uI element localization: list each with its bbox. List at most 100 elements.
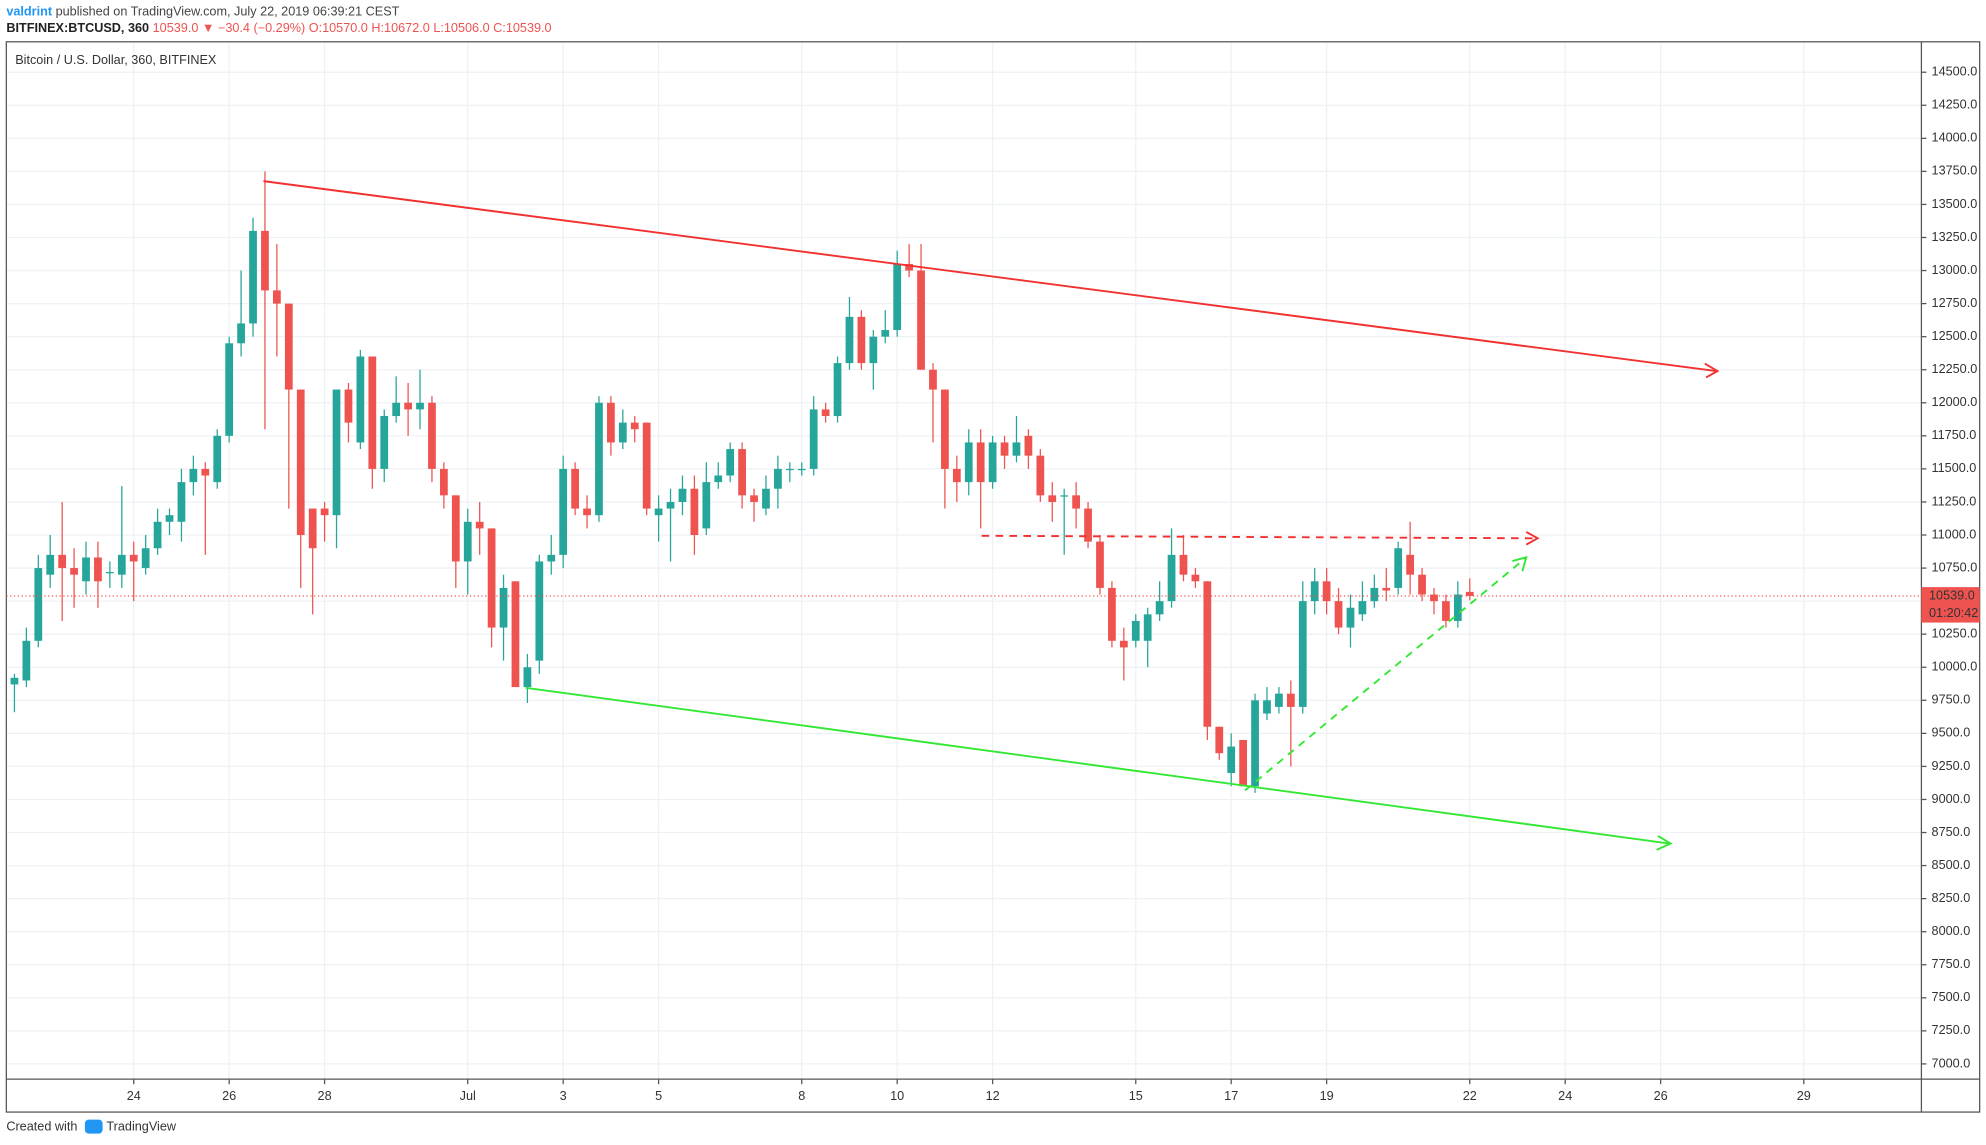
y-tick-label: 12500.0 [1932, 329, 1978, 343]
candle-body [153, 521, 162, 549]
candle-body [1382, 587, 1391, 591]
y-tick-label: 13250.0 [1932, 230, 1978, 244]
candle-body [1072, 495, 1080, 509]
x-tick-label: 24 [127, 1089, 141, 1103]
candle-body [249, 230, 257, 324]
candle-body [666, 501, 675, 509]
candle-body [22, 640, 31, 681]
candle-body [917, 270, 925, 370]
candle-body [1322, 581, 1331, 602]
candle-body [547, 554, 556, 562]
logo-icon [84, 1119, 103, 1134]
candle-body [571, 468, 579, 509]
candle-body [237, 323, 245, 344]
candle-body [1310, 581, 1319, 602]
candle-body [1394, 548, 1403, 588]
candle-body [82, 557, 90, 582]
candle-body [905, 263, 913, 271]
x-tick-label: 26 [1654, 1089, 1668, 1103]
y-tick-label: 8250.0 [1932, 891, 1971, 905]
candle-body [702, 482, 711, 529]
candle-body [1108, 587, 1116, 641]
candle-body [988, 442, 997, 483]
candle-body [583, 508, 591, 516]
chart-title: Bitcoin / U.S. Dollar, 360, BITFINEX [15, 53, 217, 67]
change: ▼ −30.4 (−0.29%) [202, 21, 305, 35]
y-tick-label: 8750.0 [1932, 825, 1971, 839]
y-tick-label: 7000.0 [1932, 1056, 1971, 1070]
ohlc: L:10506.0 [433, 21, 489, 35]
y-tick-label: 14000.0 [1932, 131, 1978, 145]
candle-body [1227, 746, 1236, 774]
candle-body [774, 468, 782, 489]
candle-body [1346, 607, 1355, 628]
candle-body [976, 442, 985, 483]
candle-body [750, 495, 758, 502]
candle-body [1251, 700, 1259, 787]
y-tick-label: 12000.0 [1932, 395, 1978, 409]
x-tick-label: 19 [1320, 1089, 1334, 1103]
y-tick-label: 11000.0 [1932, 527, 1977, 541]
candle-body [1465, 591, 1474, 596]
candle-body [368, 356, 377, 469]
arrow-head [1525, 531, 1540, 546]
y-tick-label: 9500.0 [1932, 726, 1971, 740]
footer-brand: TradingView [106, 1120, 177, 1134]
y-tick-label: 10000.0 [1932, 660, 1978, 674]
symbol: BITFINEX:BTCUSD, 360 [6, 21, 149, 35]
candle-body [1275, 693, 1283, 707]
candle-body [499, 587, 508, 628]
candle-body [964, 442, 973, 483]
support-line [525, 686, 1670, 845]
candle-body [94, 557, 102, 582]
x-tick-label: 8 [798, 1089, 805, 1103]
candle-body [1167, 554, 1176, 602]
candle-body [261, 230, 269, 291]
y-tick-label: 9000.0 [1932, 792, 1971, 806]
x-tick-label: 15 [1129, 1089, 1143, 1103]
candle-body [738, 449, 746, 496]
arrow-head [1704, 362, 1720, 379]
y-tick-label: 7750.0 [1932, 957, 1971, 971]
candle-body [392, 402, 401, 417]
x-tick-label: 17 [1224, 1089, 1238, 1103]
candle-body [833, 363, 842, 417]
candle-body [1430, 594, 1438, 602]
candle-body [129, 554, 138, 562]
candle-body [607, 402, 615, 443]
candle-body [344, 389, 353, 423]
y-tick-label: 8500.0 [1932, 858, 1971, 872]
frame [5, 41, 1981, 1113]
y-tick-label: 7250.0 [1932, 1023, 1971, 1037]
candle-body [1406, 554, 1415, 575]
y-tick-label: 9750.0 [1932, 693, 1971, 707]
candle-body [404, 402, 412, 410]
author: valdrint [6, 5, 52, 19]
published: published on TradingView.com, July 22, 2… [56, 5, 400, 19]
candle-body [952, 468, 961, 483]
candle-body [428, 402, 436, 469]
symbol-line: BITFINEX:BTCUSD, 360 10539.0 ▼ −30.4 (−0… [6, 21, 551, 35]
x-tick-label: 22 [1463, 1089, 1477, 1103]
candle-body [1263, 700, 1271, 714]
candle-body [559, 468, 568, 555]
drawings [263, 180, 1720, 851]
y-tick-label: 11750.0 [1932, 428, 1977, 442]
candle-body [809, 409, 818, 469]
x-tick-label: 29 [1797, 1089, 1811, 1103]
y-tick-label: 13000.0 [1932, 263, 1978, 277]
candle-body [1191, 574, 1200, 582]
candle-body [1060, 495, 1069, 497]
candle-body [1215, 726, 1224, 754]
candle-body [273, 290, 281, 304]
y-tick-label: 14500.0 [1932, 65, 1978, 79]
candle-body [463, 521, 472, 562]
y-tick-label: 8000.0 [1932, 924, 1971, 938]
candle-body [177, 482, 186, 522]
candle-body [1179, 554, 1188, 575]
candle-body [487, 528, 496, 628]
candle-body [511, 581, 520, 688]
x-tick-label: 26 [222, 1089, 236, 1103]
